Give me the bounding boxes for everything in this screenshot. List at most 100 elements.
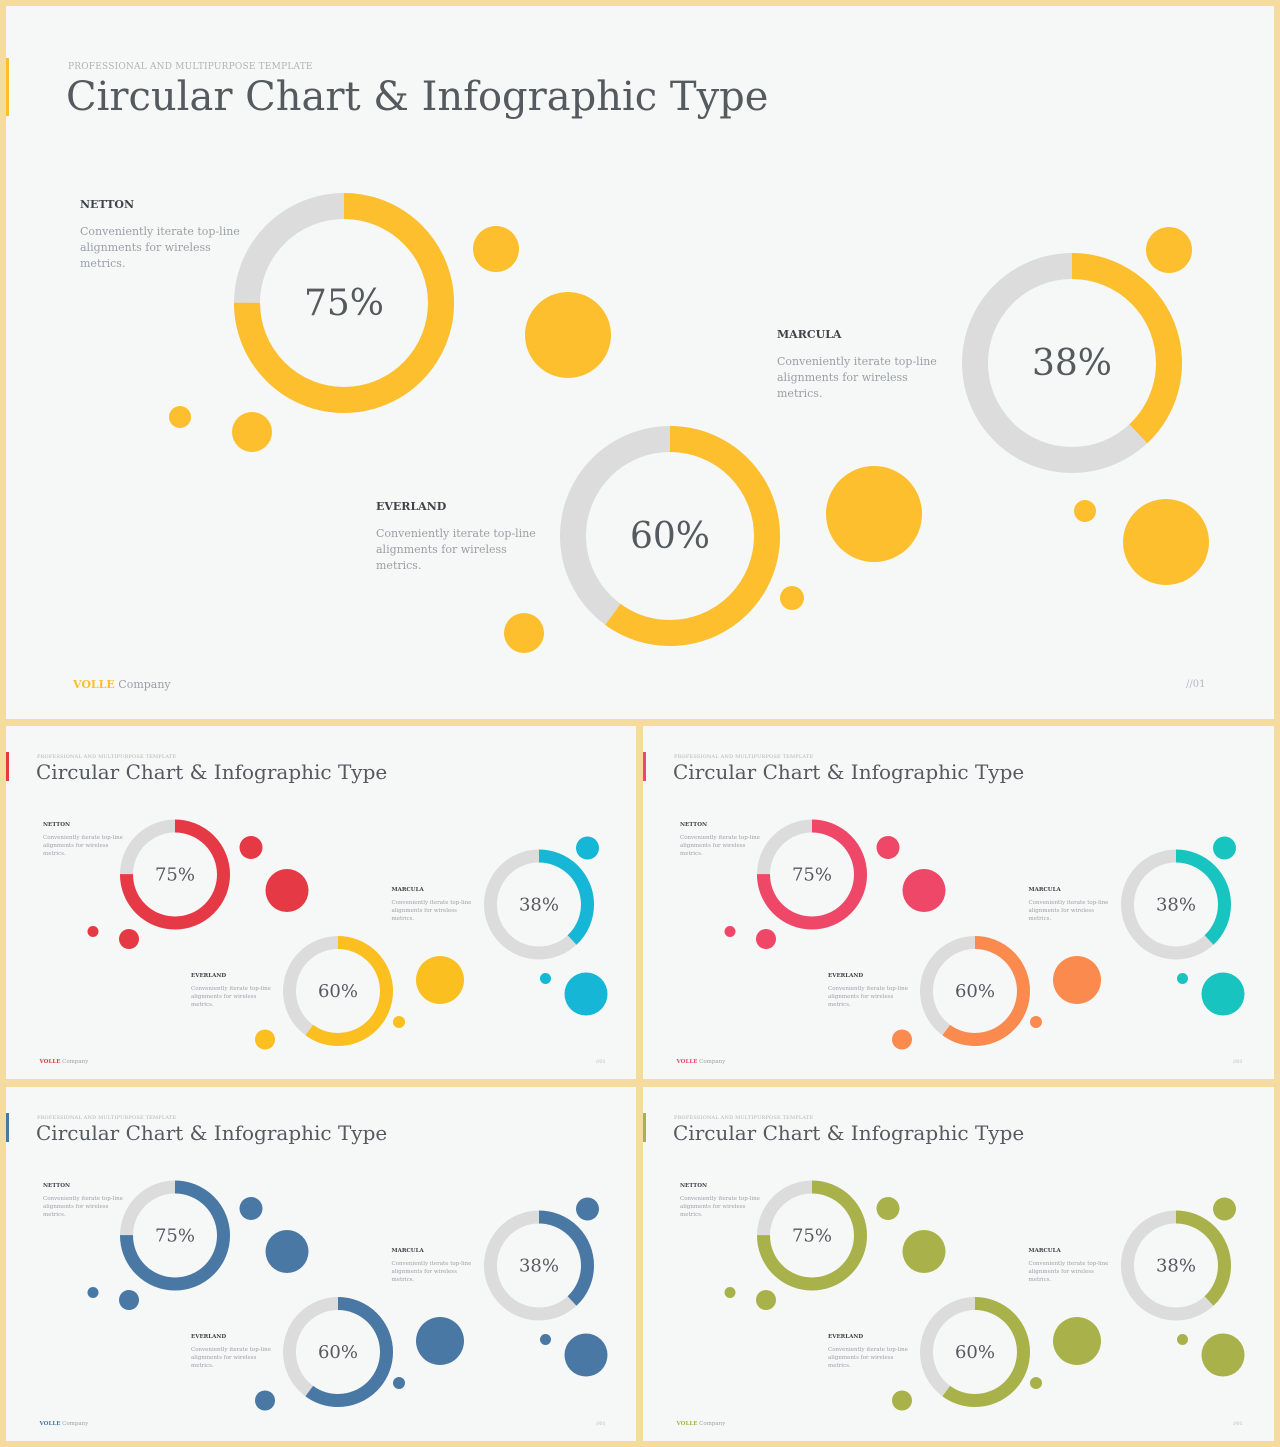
item-name: NETTON	[680, 822, 708, 828]
brand-name: VOLLE	[39, 1420, 61, 1427]
item-name: NETTON	[43, 1183, 71, 1189]
donut-chart-area: 75% 60% 38%	[87, 1180, 608, 1411]
decorative-dot	[876, 1197, 900, 1220]
donut-percent-label: 60%	[630, 516, 710, 557]
decorative-dot	[525, 292, 611, 378]
decorative-dot	[902, 1230, 946, 1273]
decorative-dot	[576, 1197, 599, 1221]
decorative-dot	[239, 1197, 263, 1220]
item-name: MARCULA	[777, 328, 842, 341]
accent-bar	[643, 1113, 646, 1142]
accent-bar	[6, 752, 9, 781]
item-name: EVERLAND	[828, 1334, 864, 1340]
donut-arc-netton	[757, 1180, 867, 1291]
item-name: MARCULA	[1028, 887, 1061, 893]
footer-brand: VOLLE Company	[40, 1059, 89, 1065]
decorative-dot	[393, 1016, 405, 1028]
donut-arc-marcula	[484, 1210, 594, 1321]
decorative-dot	[892, 1390, 912, 1411]
slide-2[interactable]: PROFESSIONAL AND MULTIPURPOSE TEMPLATE Ci…	[6, 726, 636, 1079]
slide-3[interactable]: PROFESSIONAL AND MULTIPURPOSE TEMPLATE Ci…	[643, 726, 1274, 1079]
decorative-dot	[504, 613, 544, 653]
slide-4[interactable]: PROFESSIONAL AND MULTIPURPOSE TEMPLATE Ci…	[6, 1087, 636, 1441]
decorative-dot	[265, 869, 309, 912]
footer-brand: VOLLE Company	[40, 1421, 89, 1427]
decorative-dot	[724, 1287, 736, 1298]
item-description: Conveniently iterate top-line alignments…	[828, 1347, 908, 1369]
decorative-dot	[416, 1317, 464, 1365]
donut-chart-area: 75% 60% 38%	[724, 819, 1245, 1050]
item-description: Conveniently iterate top-line alignments…	[680, 1196, 760, 1218]
donut-arc-everland	[920, 936, 1030, 1046]
footer-brand: VOLLE Company	[73, 678, 171, 691]
item-name: EVERLAND	[191, 1334, 227, 1340]
item-description: Conveniently iterate top-line alignments…	[80, 225, 240, 270]
slide-1[interactable]: PROFESSIONAL AND MULTIPURPOSE TEMPLATE Ci…	[6, 6, 1274, 719]
footer-brand: VOLLE Company	[677, 1059, 726, 1065]
donut-arc-netton	[757, 819, 867, 930]
donut-arc-everland	[283, 1297, 393, 1407]
donut-percent-label: 75%	[155, 1226, 195, 1247]
donut-percent-label: 38%	[1156, 1256, 1196, 1277]
page-number: //01	[1233, 1059, 1243, 1065]
item-name: NETTON	[43, 822, 71, 828]
donut-percent-label: 75%	[155, 865, 195, 886]
decorative-dot	[119, 1290, 139, 1310]
accent-bar	[6, 1113, 9, 1142]
page-title: Circular Chart & Infographic Type	[66, 74, 769, 120]
brand-name: VOLLE	[676, 1058, 698, 1065]
company-name: Company	[60, 1420, 89, 1427]
donut-arc-marcula	[1121, 1210, 1231, 1321]
company-name: Company	[114, 678, 171, 691]
decorative-dot	[756, 1290, 776, 1310]
donut-percent-label: 60%	[955, 981, 995, 1002]
donut-chart-area: 75% 60% 38%	[87, 819, 608, 1050]
item-description: Conveniently iterate top-line alignments…	[777, 355, 937, 400]
donut-arc-netton	[120, 1180, 230, 1291]
item-description: Conveniently iterate top-line alignments…	[43, 1196, 123, 1218]
item-description: Conveniently iterate top-line alignments…	[191, 1347, 271, 1369]
brand-name: VOLLE	[39, 1058, 61, 1065]
decorative-dot	[1053, 956, 1101, 1004]
brand-name: VOLLE	[676, 1420, 698, 1427]
decorative-dot	[1074, 500, 1096, 522]
accent-bar	[6, 58, 9, 116]
page-number: //01	[1186, 679, 1206, 690]
page-number: //01	[596, 1421, 606, 1427]
decorative-dot	[564, 972, 608, 1016]
kicker-text: PROFESSIONAL AND MULTIPURPOSE TEMPLATE	[37, 754, 177, 760]
decorative-dot	[564, 1333, 608, 1377]
donut-chart-area: 75% 60% 38%	[169, 193, 1209, 653]
donut-arc-netton	[120, 819, 230, 930]
company-name: Company	[60, 1058, 89, 1065]
decorative-dot	[540, 973, 551, 984]
donut-chart-area: 75% 60% 38%	[724, 1180, 1245, 1411]
donut-percent-label: 75%	[792, 1226, 832, 1247]
decorative-dot	[169, 406, 191, 428]
company-name: Company	[697, 1420, 726, 1427]
item-name: NETTON	[680, 1183, 708, 1189]
donut-arc-marcula	[484, 849, 594, 960]
item-description: Conveniently iterate top-line alignments…	[376, 527, 536, 572]
decorative-dot	[255, 1390, 275, 1411]
decorative-dot	[1123, 499, 1209, 585]
decorative-dot	[1030, 1016, 1042, 1028]
decorative-dot	[255, 1029, 275, 1050]
donut-percent-label: 38%	[519, 895, 559, 916]
item-description: Conveniently iterate top-line alignments…	[1028, 900, 1109, 922]
item-description: Conveniently iterate top-line alignments…	[391, 900, 472, 922]
donut-arc-netton	[234, 193, 454, 413]
item-name: EVERLAND	[191, 973, 227, 979]
donut-arc-marcula	[962, 253, 1182, 473]
decorative-dot	[1213, 1197, 1236, 1221]
decorative-dot	[1177, 1334, 1188, 1345]
decorative-dot	[1146, 227, 1192, 273]
item-description: Conveniently iterate top-line alignments…	[191, 986, 271, 1008]
item-description: Conveniently iterate top-line alignments…	[1028, 1261, 1109, 1283]
decorative-dot	[239, 836, 263, 859]
decorative-dot	[87, 1287, 99, 1298]
decorative-dot	[1177, 973, 1188, 984]
item-name: EVERLAND	[828, 973, 864, 979]
slide-5[interactable]: PROFESSIONAL AND MULTIPURPOSE TEMPLATE Ci…	[643, 1087, 1274, 1441]
donut-arc-everland	[283, 936, 393, 1046]
